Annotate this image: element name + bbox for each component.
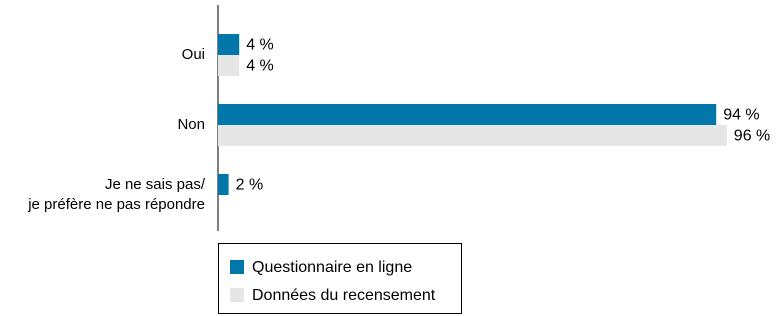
legend-swatch: [230, 288, 244, 302]
value-label: 2 %: [236, 177, 264, 194]
value-label: 96 %: [734, 128, 770, 145]
bar: [218, 55, 240, 76]
category-label: Non: [177, 116, 205, 133]
legend-box: [218, 243, 462, 314]
legend-swatch: [230, 260, 244, 274]
category-label: Je ne sais pas/ je préfère ne pas répond…: [28, 176, 205, 213]
value-label: 4 %: [246, 37, 274, 54]
legend-label: Données du recensement: [252, 287, 436, 304]
bar: [218, 104, 717, 125]
bar: [218, 125, 727, 146]
bar: [218, 34, 240, 55]
value-label: 4 %: [246, 58, 274, 75]
category-label: Oui: [181, 46, 205, 63]
legend-label: Questionnaire en ligne: [252, 259, 412, 276]
bar: [218, 174, 229, 195]
value-label: 94 %: [723, 107, 759, 124]
